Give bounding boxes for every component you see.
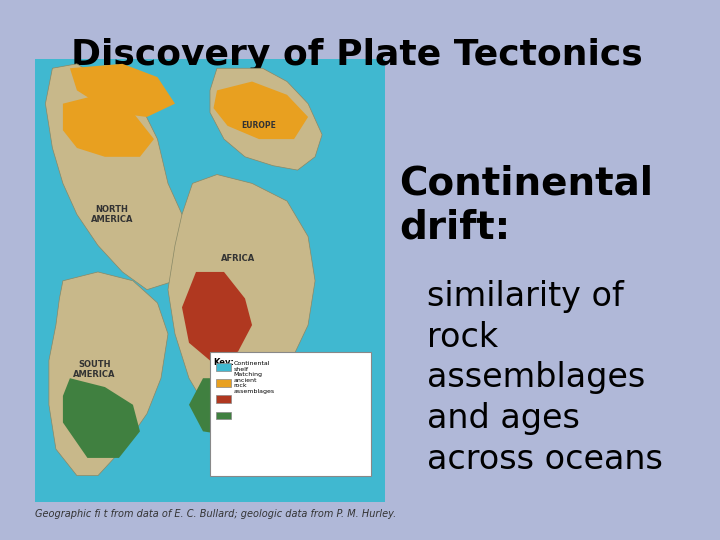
FancyBboxPatch shape: [215, 363, 231, 370]
FancyBboxPatch shape: [215, 379, 231, 387]
Polygon shape: [210, 68, 322, 170]
Polygon shape: [35, 59, 385, 502]
Text: Key:: Key:: [214, 358, 235, 367]
Polygon shape: [214, 82, 308, 139]
Text: Geographic fi t from data of E. C. Bullard; geologic data from P. M. Hurley.: Geographic fi t from data of E. C. Bulla…: [35, 509, 396, 519]
Text: Matching
ancient
rock
assemblages: Matching ancient rock assemblages: [234, 372, 275, 394]
Text: Continental
drift:: Continental drift:: [399, 164, 653, 246]
FancyBboxPatch shape: [215, 395, 231, 403]
Text: AFRICA: AFRICA: [221, 254, 255, 263]
Text: SOUTH
AMERICA: SOUTH AMERICA: [73, 360, 116, 379]
Polygon shape: [49, 272, 168, 476]
Polygon shape: [45, 64, 192, 289]
Text: Continental
shelf: Continental shelf: [234, 361, 270, 372]
FancyBboxPatch shape: [210, 352, 371, 476]
Text: EUROPE: EUROPE: [242, 122, 276, 130]
Polygon shape: [63, 95, 154, 157]
FancyBboxPatch shape: [35, 59, 385, 502]
Polygon shape: [182, 272, 252, 361]
Text: Discovery of Plate Tectonics: Discovery of Plate Tectonics: [71, 38, 643, 72]
Text: NORTH
AMERICA: NORTH AMERICA: [91, 205, 133, 224]
Polygon shape: [63, 378, 140, 458]
Polygon shape: [168, 174, 315, 422]
Text: similarity of
rock
assemblages
and ages
across oceans: similarity of rock assemblages and ages …: [427, 280, 663, 476]
FancyBboxPatch shape: [215, 411, 231, 419]
Polygon shape: [189, 378, 252, 436]
Polygon shape: [70, 64, 175, 117]
